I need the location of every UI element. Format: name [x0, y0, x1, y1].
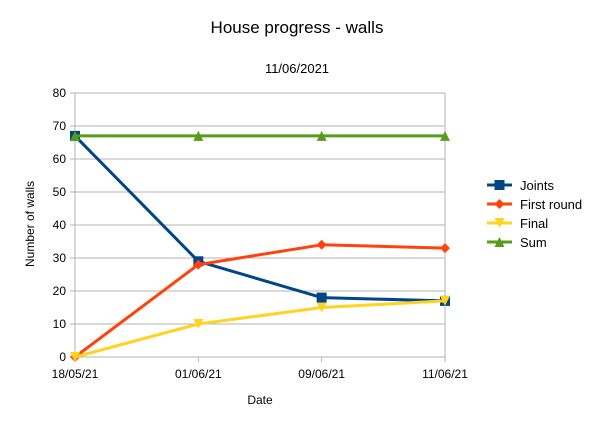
legend-label: First round	[520, 197, 582, 212]
series-lines	[70, 130, 450, 362]
series-final	[70, 295, 450, 362]
data-point-sum	[316, 130, 327, 141]
series-joints	[70, 130, 450, 306]
data-point-first-round	[193, 259, 204, 270]
data-point-sum	[70, 130, 80, 141]
legend-label: Joints	[520, 178, 554, 193]
legend: Joints First round Final Sum	[487, 178, 582, 250]
axes: 0 10 20 30 40 50 60 70 80 18/05/21 01/06/21 09/06/2…	[52, 86, 469, 381]
data-point-sum	[440, 130, 450, 141]
y-axis-label: Number of walls	[23, 181, 37, 267]
data-point-first-round	[316, 239, 327, 250]
series-line-first-round	[74, 243, 446, 359]
legend-marker	[494, 180, 505, 190]
legend-label: Final	[520, 216, 548, 231]
y-tick-label: 20	[53, 284, 67, 298]
series-sum	[70, 130, 450, 141]
legend-item-sum: Sum	[487, 235, 547, 250]
x-tick-label: 01/06/21	[175, 367, 222, 381]
y-tick-label: 0	[59, 350, 66, 364]
data-point-sum	[193, 130, 204, 141]
x-tick-label: 11/06/21	[422, 367, 468, 381]
y-tick-label: 80	[53, 86, 67, 100]
x-axis-label: Date	[247, 393, 273, 407]
y-tick-label: 60	[53, 152, 67, 166]
legend-item-joints: Joints	[487, 178, 554, 193]
y-tick-label: 50	[53, 185, 67, 199]
data-point-joints	[316, 292, 327, 303]
legend-marker	[494, 237, 505, 247]
legend-item-first-round: First round	[487, 197, 582, 212]
y-tick-label: 70	[53, 119, 67, 133]
data-point-final	[193, 319, 204, 329]
series-line-joints	[73, 134, 446, 303]
series-line-final	[74, 299, 446, 359]
data-point-final	[316, 302, 327, 313]
data-point-final	[70, 352, 80, 362]
data-point-first-round	[440, 243, 450, 254]
legend-label: Sum	[520, 235, 547, 250]
y-tick-label: 30	[53, 251, 67, 265]
legend-marker	[494, 218, 505, 228]
legend-item-final: Final	[487, 216, 548, 231]
legend-marker	[494, 199, 505, 209]
data-point-final	[440, 295, 450, 306]
chart-subtitle: 11/06/2021	[265, 61, 329, 76]
y-tick-label: 10	[53, 317, 67, 331]
x-tick-label: 18/05/21	[52, 367, 99, 381]
y-tick-label: 40	[53, 218, 67, 232]
gridlines	[75, 92, 445, 358]
x-tick-label: 09/06/21	[298, 367, 345, 381]
chart-title: House progress - walls	[211, 18, 384, 37]
